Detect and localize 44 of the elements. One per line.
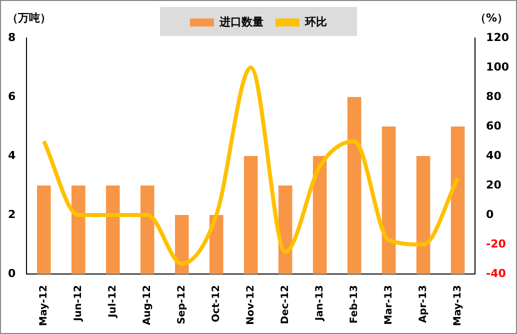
- legend-label: 进口数量: [218, 15, 264, 28]
- y-axis-title: （万吨）: [7, 11, 51, 24]
- x-tick-label: Jul-12: [107, 284, 118, 318]
- y2-tick-label: -40: [486, 266, 506, 280]
- y2-tick-label: 40: [486, 148, 502, 162]
- y2-tick-label: 20: [486, 178, 502, 192]
- x-tick-label: Jun-12: [72, 284, 84, 322]
- y2-tick-label: 60: [486, 119, 502, 132]
- x-tick-label: Oct-12: [210, 284, 222, 322]
- bar: [37, 186, 51, 274]
- x-tick-label: Apr-13: [418, 284, 429, 323]
- x-tick-label: Jan-13: [314, 284, 326, 322]
- bar: [450, 126, 465, 274]
- x-tick-label: Nov-12: [245, 284, 256, 325]
- bar: [209, 215, 224, 274]
- x-tick-label: May-12: [38, 284, 50, 326]
- bar: [382, 126, 396, 274]
- y-tick-label: 0: [8, 266, 16, 280]
- y2-tick-label: 0: [486, 208, 494, 221]
- y2-tick-label: -20: [486, 237, 506, 250]
- bar: [106, 186, 120, 274]
- y2-tick-label: 80: [486, 90, 502, 103]
- y2-tick-label: 120: [486, 30, 510, 44]
- bar: [71, 186, 86, 274]
- bar: [140, 186, 154, 274]
- x-tick-label: May-13: [452, 284, 464, 326]
- x-tick-label: Feb-13: [348, 284, 360, 324]
- x-tick-label: Sep-12: [176, 284, 188, 324]
- y-tick-label: 4: [8, 148, 16, 162]
- bar: [347, 97, 362, 274]
- x-tick-label: Aug-12: [142, 284, 153, 326]
- bar: [312, 156, 327, 274]
- bar: [416, 156, 430, 274]
- y-tick-label: 2: [8, 208, 16, 221]
- y-tick-label: 6: [8, 90, 16, 103]
- bar: [174, 215, 189, 274]
- y2-axis-title: （%）: [474, 11, 508, 24]
- line-series: [42, 66, 460, 266]
- x-tick-label: Dec-12: [280, 284, 291, 324]
- legend-label: 环比: [304, 15, 327, 28]
- y2-tick-label: 100: [486, 60, 510, 74]
- x-tick-label: Mar-13: [383, 284, 394, 325]
- y-tick-label: 8: [8, 30, 16, 44]
- bar: [244, 156, 258, 274]
